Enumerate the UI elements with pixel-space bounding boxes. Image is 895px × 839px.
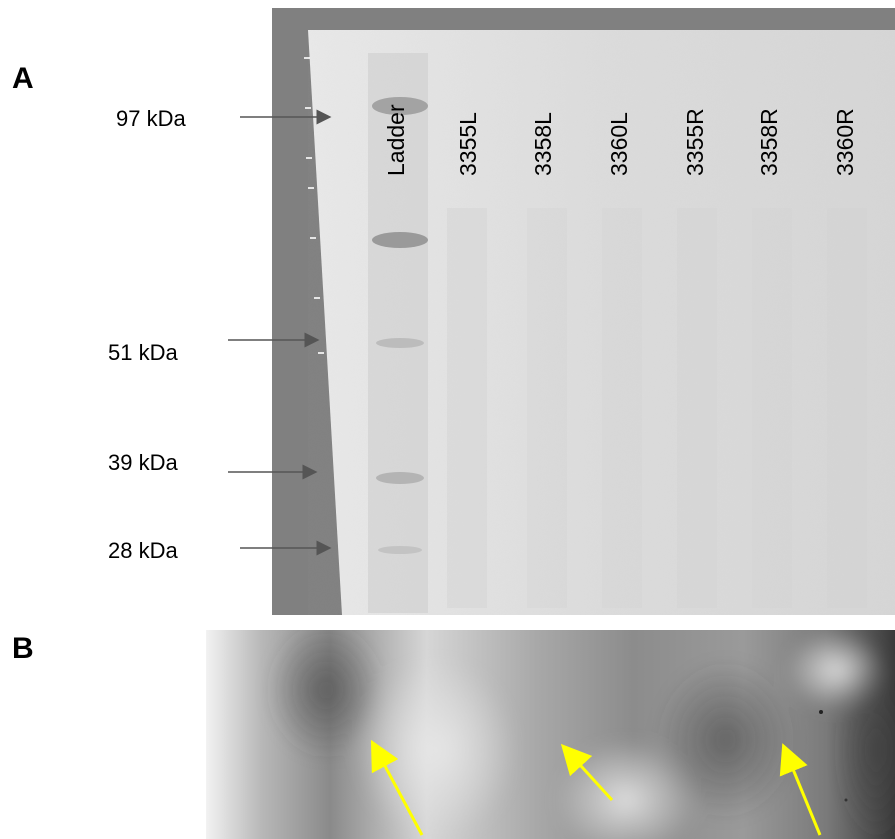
marker-label-51: 51 kDa bbox=[108, 340, 178, 365]
lane-label-3355l: 3355L bbox=[455, 112, 481, 176]
western-blot-membrane-a bbox=[272, 8, 895, 615]
marker-label-97: 97 kDa bbox=[116, 106, 186, 131]
lane-label-3355r: 3355R bbox=[682, 108, 708, 176]
marker-label-39: 39 kDa bbox=[108, 450, 178, 475]
lane-label-3358r: 3358R bbox=[756, 108, 782, 176]
lane-label-3360r: 3360R bbox=[832, 108, 858, 176]
lane-label-3358l: 3358L bbox=[530, 112, 556, 176]
western-blot-closeup-b bbox=[206, 630, 895, 839]
marker-label-28: 28 kDa bbox=[108, 538, 178, 563]
lane-label-3360l: 3360L bbox=[606, 112, 632, 176]
lane-label-ladder: Ladder bbox=[383, 104, 409, 176]
panel-b-letter: B bbox=[12, 632, 34, 665]
panel-a-letter: A bbox=[12, 62, 34, 95]
